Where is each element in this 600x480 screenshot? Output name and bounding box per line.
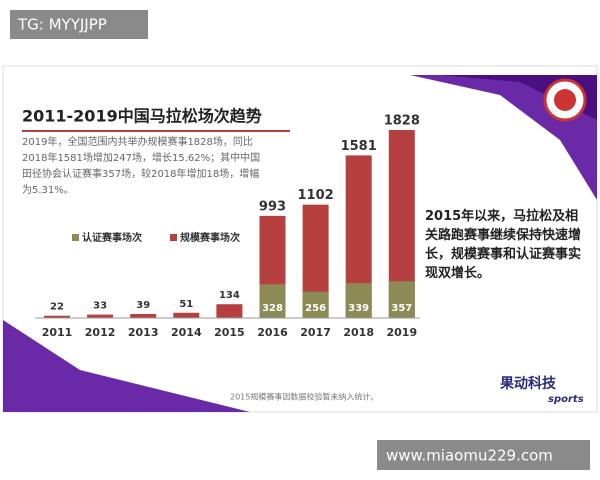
data-label: 1102 — [298, 188, 334, 203]
note: 2015规模赛事因数据校验暂未纳入统计。 — [230, 392, 378, 402]
bar — [216, 304, 243, 318]
data-label: 328 — [262, 303, 283, 314]
data-label: 51 — [179, 299, 193, 310]
bar — [87, 314, 114, 318]
data-label: 1828 — [384, 114, 420, 129]
legend-label: 规模赛事场次 — [180, 231, 240, 244]
data-label: 256 — [305, 303, 326, 314]
watermark-box — [10, 10, 148, 39]
data-label: 39 — [136, 300, 150, 311]
subtitle: 2019年，全国范围内共举办规模赛事1828场，同比2018年1581场增加24… — [22, 137, 261, 196]
data-label: 339 — [348, 303, 369, 314]
data-label: 1581 — [341, 139, 377, 154]
data-label: 993 — [259, 199, 286, 214]
legend-label: 认证赛事场次 — [82, 231, 142, 244]
bar — [302, 291, 329, 318]
bar — [388, 281, 415, 318]
watermark: TG: MYYJJPP — [17, 16, 107, 34]
x-tick-label: 2018 — [343, 326, 374, 339]
x-tick-label: 2011 — [42, 326, 73, 339]
data-label: 134 — [219, 290, 240, 301]
x-tick-label: 2012 — [85, 326, 116, 339]
bar — [130, 313, 157, 318]
x-tick-label: 2015 — [214, 326, 245, 339]
x-tick-label: 2014 — [171, 326, 202, 339]
decor — [3, 320, 250, 412]
brand: 果动科技 — [499, 375, 557, 392]
bar — [44, 315, 70, 318]
slide — [2, 65, 598, 413]
data-label: 33 — [93, 301, 107, 312]
brand-tagline: sports — [548, 394, 584, 405]
x-tick-label: 2016 — [257, 326, 288, 339]
legend-swatch — [170, 234, 177, 241]
logo — [554, 89, 576, 111]
legend-swatch — [72, 234, 79, 241]
bar — [173, 312, 200, 318]
bar — [345, 283, 372, 318]
x-tick-label: 2017 — [300, 326, 331, 339]
data-label: 22 — [50, 302, 64, 313]
chart-title: 2011-2019中国马拉松场次趋势 — [22, 107, 262, 126]
watermark-box — [377, 440, 590, 470]
x-tick-label: 2013 — [128, 326, 159, 339]
x-tick-label: 2019 — [386, 326, 417, 339]
data-label: 357 — [391, 303, 412, 314]
annotation: 2015年以来，马拉松及相关路跑赛事继续保持快速增长，规模赛事和认证赛事实现双增… — [425, 209, 582, 281]
watermark: www.miaomu229.com — [386, 447, 553, 465]
bar — [259, 284, 286, 318]
